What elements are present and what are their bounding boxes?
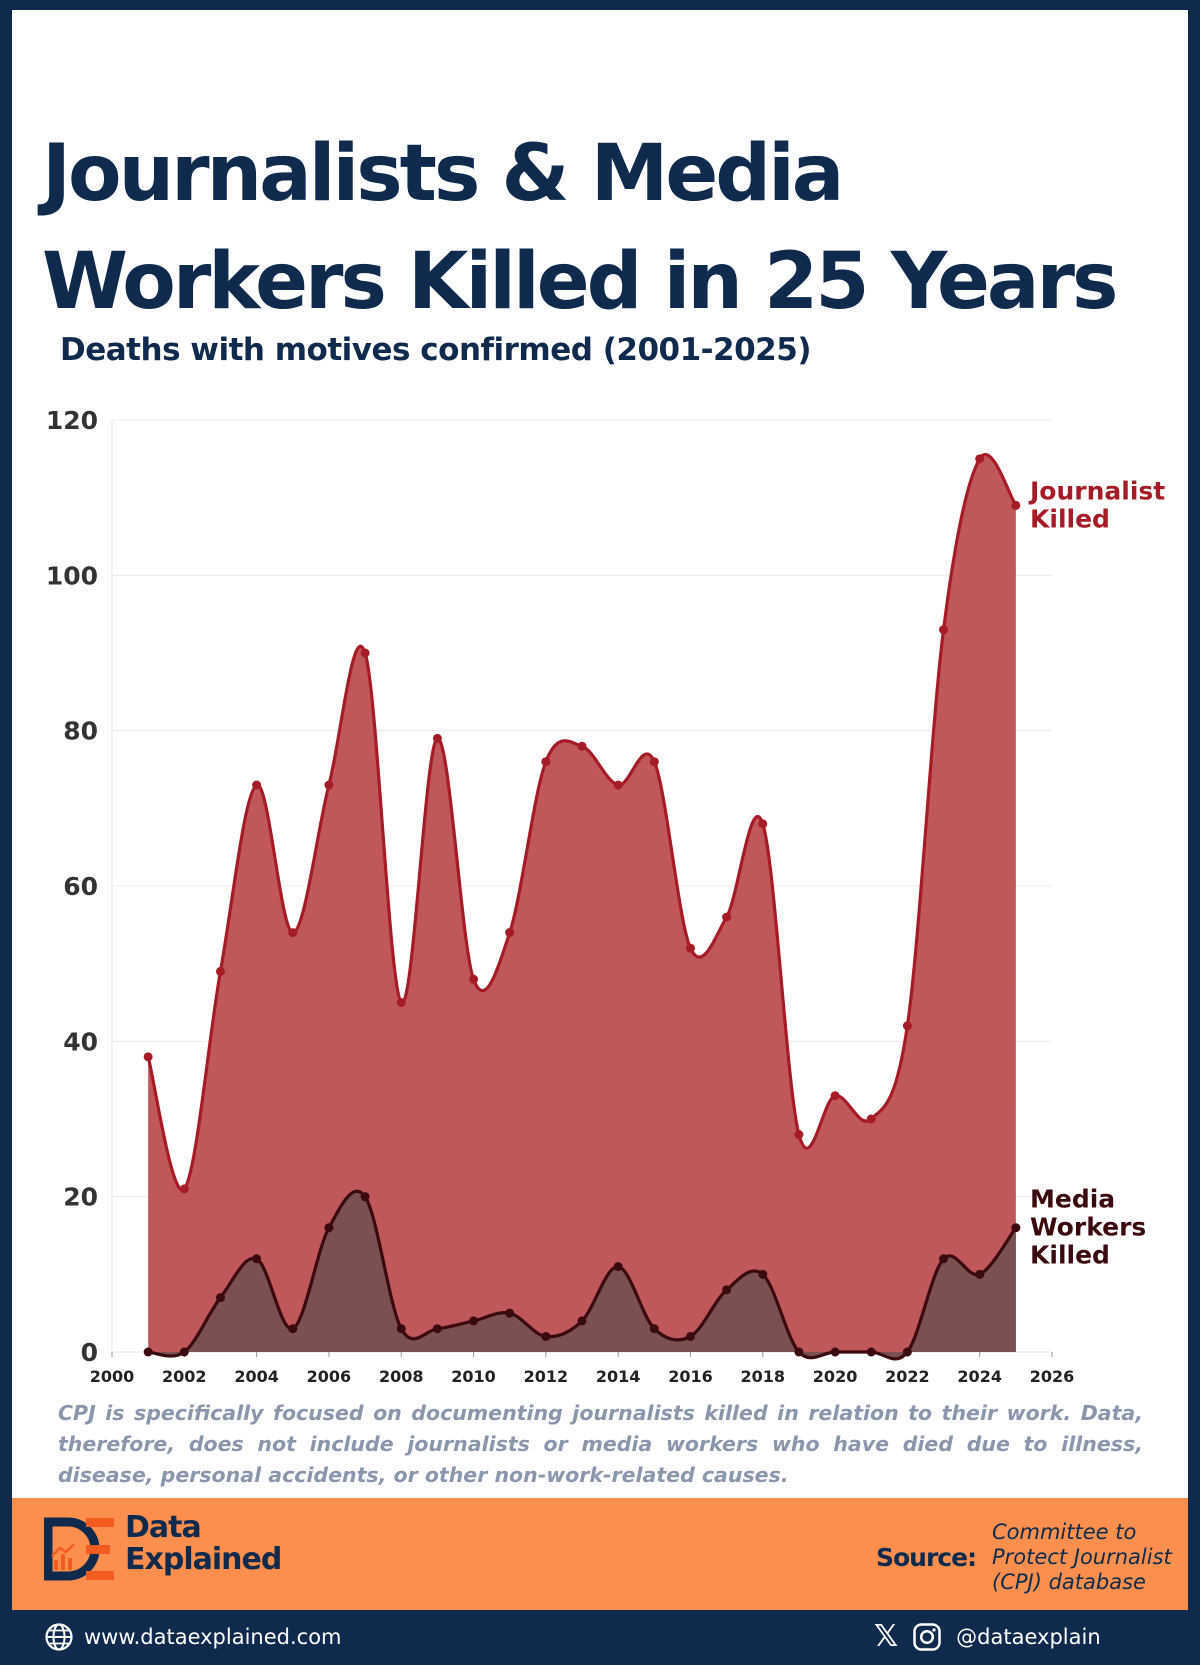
data-point — [613, 1262, 623, 1272]
x-tick-label: 2022 — [885, 1367, 930, 1386]
series-label: Killed — [1030, 1241, 1110, 1270]
globe-icon — [45, 1623, 73, 1651]
data-point — [360, 648, 370, 658]
y-tick-label: 60 — [63, 872, 98, 901]
data-point — [1011, 1223, 1021, 1233]
data-point — [939, 1254, 949, 1264]
data-point — [830, 1347, 840, 1357]
data-point — [179, 1184, 189, 1194]
x-tick-label: 2010 — [451, 1367, 496, 1386]
source-line: Committee to — [992, 1520, 1137, 1544]
data-point — [866, 1347, 876, 1357]
data-point — [505, 928, 515, 938]
data-point — [432, 1324, 442, 1334]
data-point — [794, 1130, 804, 1140]
x-tick-label: 2020 — [813, 1367, 858, 1386]
x-tick-label: 2014 — [596, 1367, 641, 1386]
data-point — [396, 1324, 406, 1334]
data-point — [649, 1324, 659, 1334]
data-point — [396, 998, 406, 1007]
data-point — [975, 454, 985, 464]
source-text: Committee to Protect Journalist (CPJ) da… — [992, 1520, 1192, 1595]
data-point — [1011, 500, 1021, 510]
y-tick-label: 40 — [63, 1027, 98, 1056]
data-point — [866, 1114, 876, 1124]
data-point — [794, 1347, 804, 1357]
instagram-icon[interactable] — [912, 1622, 942, 1652]
website-link[interactable]: www.dataexplained.com — [84, 1625, 342, 1649]
series-label: Media — [1030, 1185, 1115, 1214]
x-tick-label: 2000 — [90, 1367, 135, 1386]
data-point — [975, 1269, 985, 1279]
data-point — [215, 966, 225, 976]
source-label: Source: — [876, 1543, 977, 1572]
x-tick-label: 2008 — [379, 1367, 424, 1386]
x-tick-label: 2026 — [1030, 1367, 1075, 1386]
brand-name: Data Explained — [125, 1510, 282, 1577]
data-point — [179, 1347, 189, 1357]
x-tick-label: 2024 — [957, 1367, 1002, 1386]
data-point — [685, 943, 695, 953]
data-point — [143, 1052, 153, 1062]
y-tick-label: 100 — [46, 561, 98, 590]
y-tick-label: 0 — [81, 1338, 98, 1367]
area-chart: 0 20 40 60 80 100 120 2000 2002 2004 2006 2008 2010 2… — [46, 406, 1165, 1386]
data-point — [758, 819, 768, 829]
branding-band — [12, 1498, 1188, 1610]
data-point — [215, 1293, 225, 1303]
data-point — [288, 928, 298, 938]
data-point — [324, 1223, 334, 1233]
data-point — [685, 1331, 695, 1341]
social-handle[interactable]: @dataexplain — [956, 1625, 1101, 1649]
series-label: Journalist — [1028, 476, 1165, 505]
page-subtitle: Deaths with motives confirmed (2001-2025… — [60, 332, 812, 368]
data-point — [939, 625, 949, 635]
brand-name-line2: Explained — [125, 1542, 282, 1577]
x-tick-label: 2018 — [741, 1367, 786, 1386]
data-point — [505, 1308, 515, 1318]
source-line: (CPJ) database — [992, 1570, 1146, 1594]
data-point — [722, 912, 732, 922]
data-point — [288, 1324, 298, 1334]
data-point — [541, 1331, 551, 1341]
data-point — [252, 1254, 262, 1264]
series-area — [148, 454, 1016, 1352]
data-point — [324, 780, 334, 790]
x-icon[interactable]: 𝕏 — [874, 1619, 899, 1654]
brand-name-line1: Data — [125, 1510, 202, 1545]
data-point — [613, 780, 623, 790]
data-point — [902, 1347, 912, 1357]
data-point — [469, 1316, 479, 1326]
data-point — [469, 974, 479, 984]
page-title: Journalists & Media Workers Killed in 25… — [42, 129, 1118, 327]
data-point — [143, 1347, 153, 1357]
source-line: Protect Journalist — [992, 1545, 1172, 1569]
footer-social: 𝕏 @dataexplain — [874, 1618, 1101, 1656]
data-point — [830, 1091, 840, 1101]
y-tick-label: 20 — [63, 1183, 98, 1212]
series-area — [148, 1191, 1016, 1359]
data-point — [758, 1269, 768, 1279]
x-tick-label: 2002 — [162, 1367, 207, 1386]
footer-website[interactable]: www.dataexplained.com — [44, 1618, 342, 1656]
data-point — [252, 780, 262, 790]
y-tick-label: 80 — [63, 717, 98, 746]
x-tick-label: 2016 — [668, 1367, 713, 1386]
data-point — [577, 741, 587, 751]
series-label: Killed — [1030, 504, 1110, 533]
y-tick-label: 120 — [46, 406, 98, 435]
data-point — [902, 1021, 912, 1031]
x-tick-label: 2006 — [307, 1367, 352, 1386]
data-point — [577, 1316, 587, 1326]
methodology-note: CPJ is specifically focused on documenti… — [58, 1401, 1143, 1487]
data-point — [541, 757, 551, 767]
data-point — [722, 1285, 732, 1295]
data-point — [432, 733, 442, 743]
x-tick-label: 2004 — [234, 1367, 279, 1386]
x-tick-label: 2012 — [524, 1367, 569, 1386]
data-explained-logo — [44, 1517, 114, 1581]
data-point — [360, 1192, 370, 1202]
data-point — [649, 757, 659, 767]
series-label: Workers — [1030, 1213, 1146, 1242]
